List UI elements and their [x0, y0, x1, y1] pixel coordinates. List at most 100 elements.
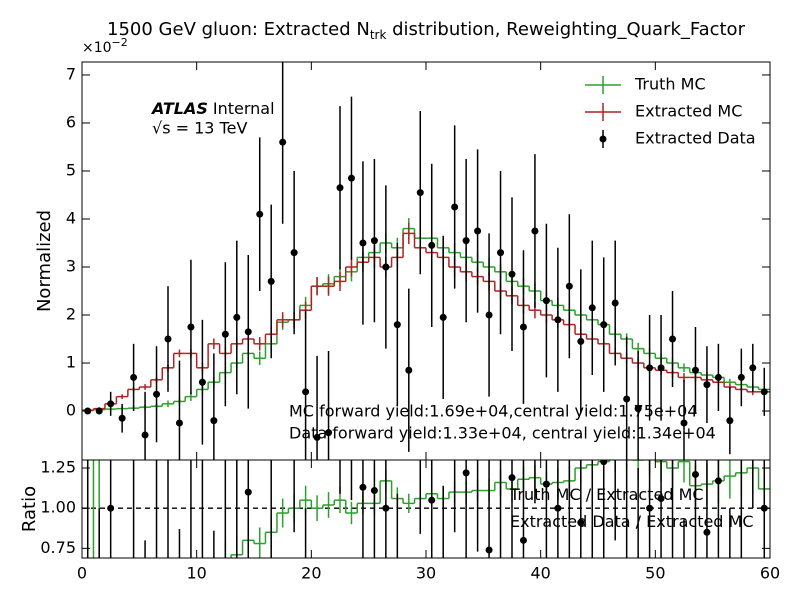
data-point [691, 366, 699, 374]
legend-label: Extracted MC [635, 102, 742, 121]
data-point [542, 480, 550, 488]
data-point [107, 504, 115, 512]
frame [81, 459, 771, 559]
data-point [175, 419, 183, 427]
data-point [302, 388, 310, 396]
data-point [405, 366, 413, 374]
legend-label: Extracted Data / Extracted MC [510, 512, 754, 531]
title-part: distribution, Reweighting_Quark_Factor [386, 19, 745, 40]
y-axis-label: Normalized [34, 210, 55, 312]
data-point [187, 323, 195, 331]
data-point [531, 227, 539, 235]
data-point [382, 504, 390, 512]
y-tick-label: 1 [66, 353, 76, 372]
data-point [164, 335, 172, 343]
data-point [542, 297, 550, 305]
y-tick-label: 3 [66, 257, 76, 276]
data-point [141, 431, 149, 439]
data-point [221, 330, 229, 338]
data-point [554, 504, 562, 512]
data-point [554, 316, 562, 324]
data-point [394, 575, 401, 582]
x-tick-label: 10 [186, 564, 206, 583]
y-offset-label: ×10−2 [82, 36, 128, 56]
data-point [623, 395, 631, 403]
data-point [244, 488, 252, 496]
data-point [714, 477, 722, 485]
data-point [691, 470, 699, 478]
data-point [290, 249, 298, 257]
y-tick-label: 2 [66, 305, 76, 324]
data-point [153, 390, 161, 398]
data-point [657, 364, 665, 372]
data-point [657, 495, 665, 503]
atlas-label: ATLAS Internal [150, 99, 275, 118]
data-point [497, 249, 505, 257]
data-point [244, 328, 252, 336]
data-point [440, 567, 447, 574]
data-point [428, 496, 436, 504]
data-point [393, 321, 401, 329]
data-point [279, 138, 287, 146]
data-point [222, 452, 229, 459]
annotation: Data forward yield:1.33e+04, central yie… [289, 424, 716, 443]
data-point [416, 189, 424, 197]
data-point [439, 313, 447, 321]
data-point [95, 407, 103, 415]
data-point [118, 414, 126, 422]
y-tick-label: 5 [66, 160, 76, 179]
x-tick-label: 20 [301, 564, 321, 583]
y-tick-label: 0 [66, 401, 76, 420]
data-point [107, 400, 115, 408]
data-point [130, 415, 137, 422]
data-point [577, 337, 585, 345]
plot-area [82, 304, 770, 586]
data-point [268, 394, 275, 401]
data-point [130, 373, 138, 381]
data-point [519, 323, 527, 331]
data-point [726, 417, 734, 425]
data-point [760, 388, 768, 396]
data-point [347, 174, 355, 182]
data-point [291, 386, 298, 393]
data-point [337, 389, 344, 396]
data-point [417, 450, 424, 457]
data-point [359, 483, 367, 491]
data-point [508, 474, 516, 482]
y-tick-label: 4 [66, 208, 76, 227]
y-tick-label: 6 [66, 112, 76, 131]
data-point [738, 415, 745, 422]
data-point [153, 579, 160, 586]
data-point [233, 442, 240, 449]
data-point [370, 487, 378, 495]
legend-label: Extracted Data [635, 129, 756, 148]
title-part: 1500 GeV gluon: Extracted N [107, 19, 370, 40]
data-point [313, 433, 321, 441]
energy-label: √s = 13 TeV [152, 119, 247, 138]
data-point [749, 364, 757, 372]
data-point [382, 263, 390, 271]
data-point [611, 299, 619, 307]
x-tick-label: 0 [77, 564, 87, 583]
data-point [474, 227, 482, 235]
data-point [588, 304, 596, 312]
data-point [370, 237, 378, 245]
data-point [474, 450, 481, 457]
data-point [519, 536, 527, 544]
data-point [634, 405, 642, 413]
data-point [714, 373, 722, 381]
data-point [565, 282, 573, 290]
data-point [336, 184, 344, 192]
x-tick-label: 50 [645, 564, 665, 583]
offset-exponent: −2 [112, 36, 128, 49]
data-point [749, 304, 756, 311]
data-point [669, 335, 677, 343]
y-tick-label: 1.25 [40, 458, 76, 477]
data-point [508, 270, 516, 278]
x-tick-label: 30 [416, 564, 436, 583]
data-point [600, 460, 608, 466]
legend-label: Truth MC / Extracted MC [509, 485, 704, 504]
legend-marker [599, 135, 607, 143]
data-point [210, 417, 218, 425]
